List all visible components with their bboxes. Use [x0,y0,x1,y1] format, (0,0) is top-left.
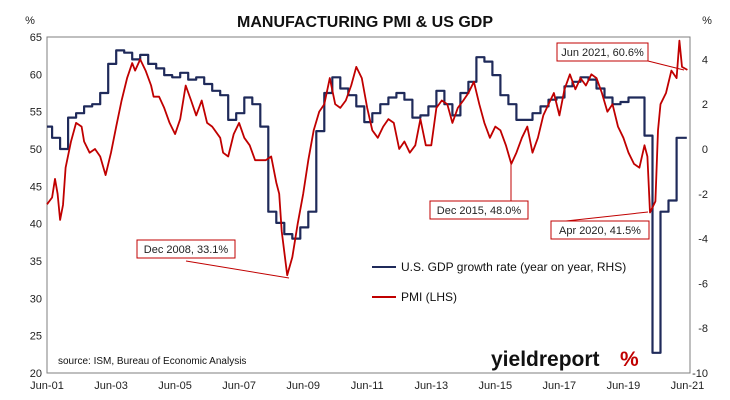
x-tick-label: Jun-03 [94,380,128,392]
annotation-label: Jun 2021, 60.6% [561,47,644,59]
x-tick-label: Jun-05 [158,380,192,392]
left-tick-label: 45 [30,181,42,193]
right-tick-label: -10 [692,368,708,380]
right-tick-label: -8 [698,323,708,335]
left-tick-label: 25 [30,331,42,343]
yieldreport-logo: yieldreport % [491,348,639,371]
x-tick-label: Jun-07 [222,380,256,392]
annotation-box [556,42,649,62]
annotation-label: Apr 2020, 41.5% [559,225,641,237]
legend-label-gdp: U.S. GDP growth rate (year on year, RHS) [401,260,626,274]
left-tick-label: 30 [30,293,42,305]
left-tick-label: 65 [30,32,42,44]
right-tick-label: 4 [702,54,708,66]
plot-area-border [46,36,691,374]
annotation-leader [643,59,685,71]
annotation-label: Dec 2015, 48.0% [437,205,522,217]
right-tick-label: 0 [702,144,708,156]
annotation-callout: Dec 2015, 48.0% [429,162,529,220]
x-tick-label: Jun-21 [671,380,705,392]
annotation-label: Dec 2008, 33.1% [144,244,229,256]
annotation-leader [565,211,649,222]
right-tick-label: 2 [702,99,708,111]
left-tick-label: 35 [30,256,42,268]
right-tick-label: -4 [698,234,708,246]
left-tick-label: 50 [30,144,42,156]
x-tick-label: Jun-17 [543,380,577,392]
source-note: source: ISM, Bureau of Economic Analysis [58,356,246,367]
logo-wordmark: yieldreport [491,348,600,371]
x-tick-label: Jun-19 [607,380,641,392]
left-tick-label: 40 [30,219,42,231]
gdp-series-line [47,49,687,354]
x-tick-label: Jun-13 [414,380,448,392]
chart-title: MANUFACTURING PMI & US GDP [237,14,493,31]
annotation-callout: Jun 2021, 60.6% [556,42,685,71]
annotation-callout: Dec 2008, 33.1% [136,239,290,279]
legend: U.S. GDP growth rate (year on year, RHS)… [372,260,626,304]
x-tick-label: Jun-15 [478,380,512,392]
right-axis-unit: % [702,15,712,27]
x-tick-label: Jun-09 [286,380,320,392]
right-tick-label: -2 [698,189,708,201]
left-tick-label: 60 [30,69,42,81]
logo-percent-mark: % [620,348,639,371]
x-tick-label: Jun-11 [351,380,384,392]
right-tick-label: -6 [698,278,708,290]
annotation-leader [185,260,290,279]
pmi-series-line [46,39,688,277]
annotation-box [550,220,650,240]
annotation-box [136,239,236,259]
x-tick-label: Jun-01 [30,380,64,392]
left-tick-label: 20 [30,368,42,380]
legend-label-pmi: PMI (LHS) [401,290,457,304]
annotation-box [429,200,529,220]
left-axis-unit: % [25,15,35,27]
left-tick-label: 55 [30,107,42,119]
annotation-callout: Apr 2020, 41.5% [550,211,650,240]
